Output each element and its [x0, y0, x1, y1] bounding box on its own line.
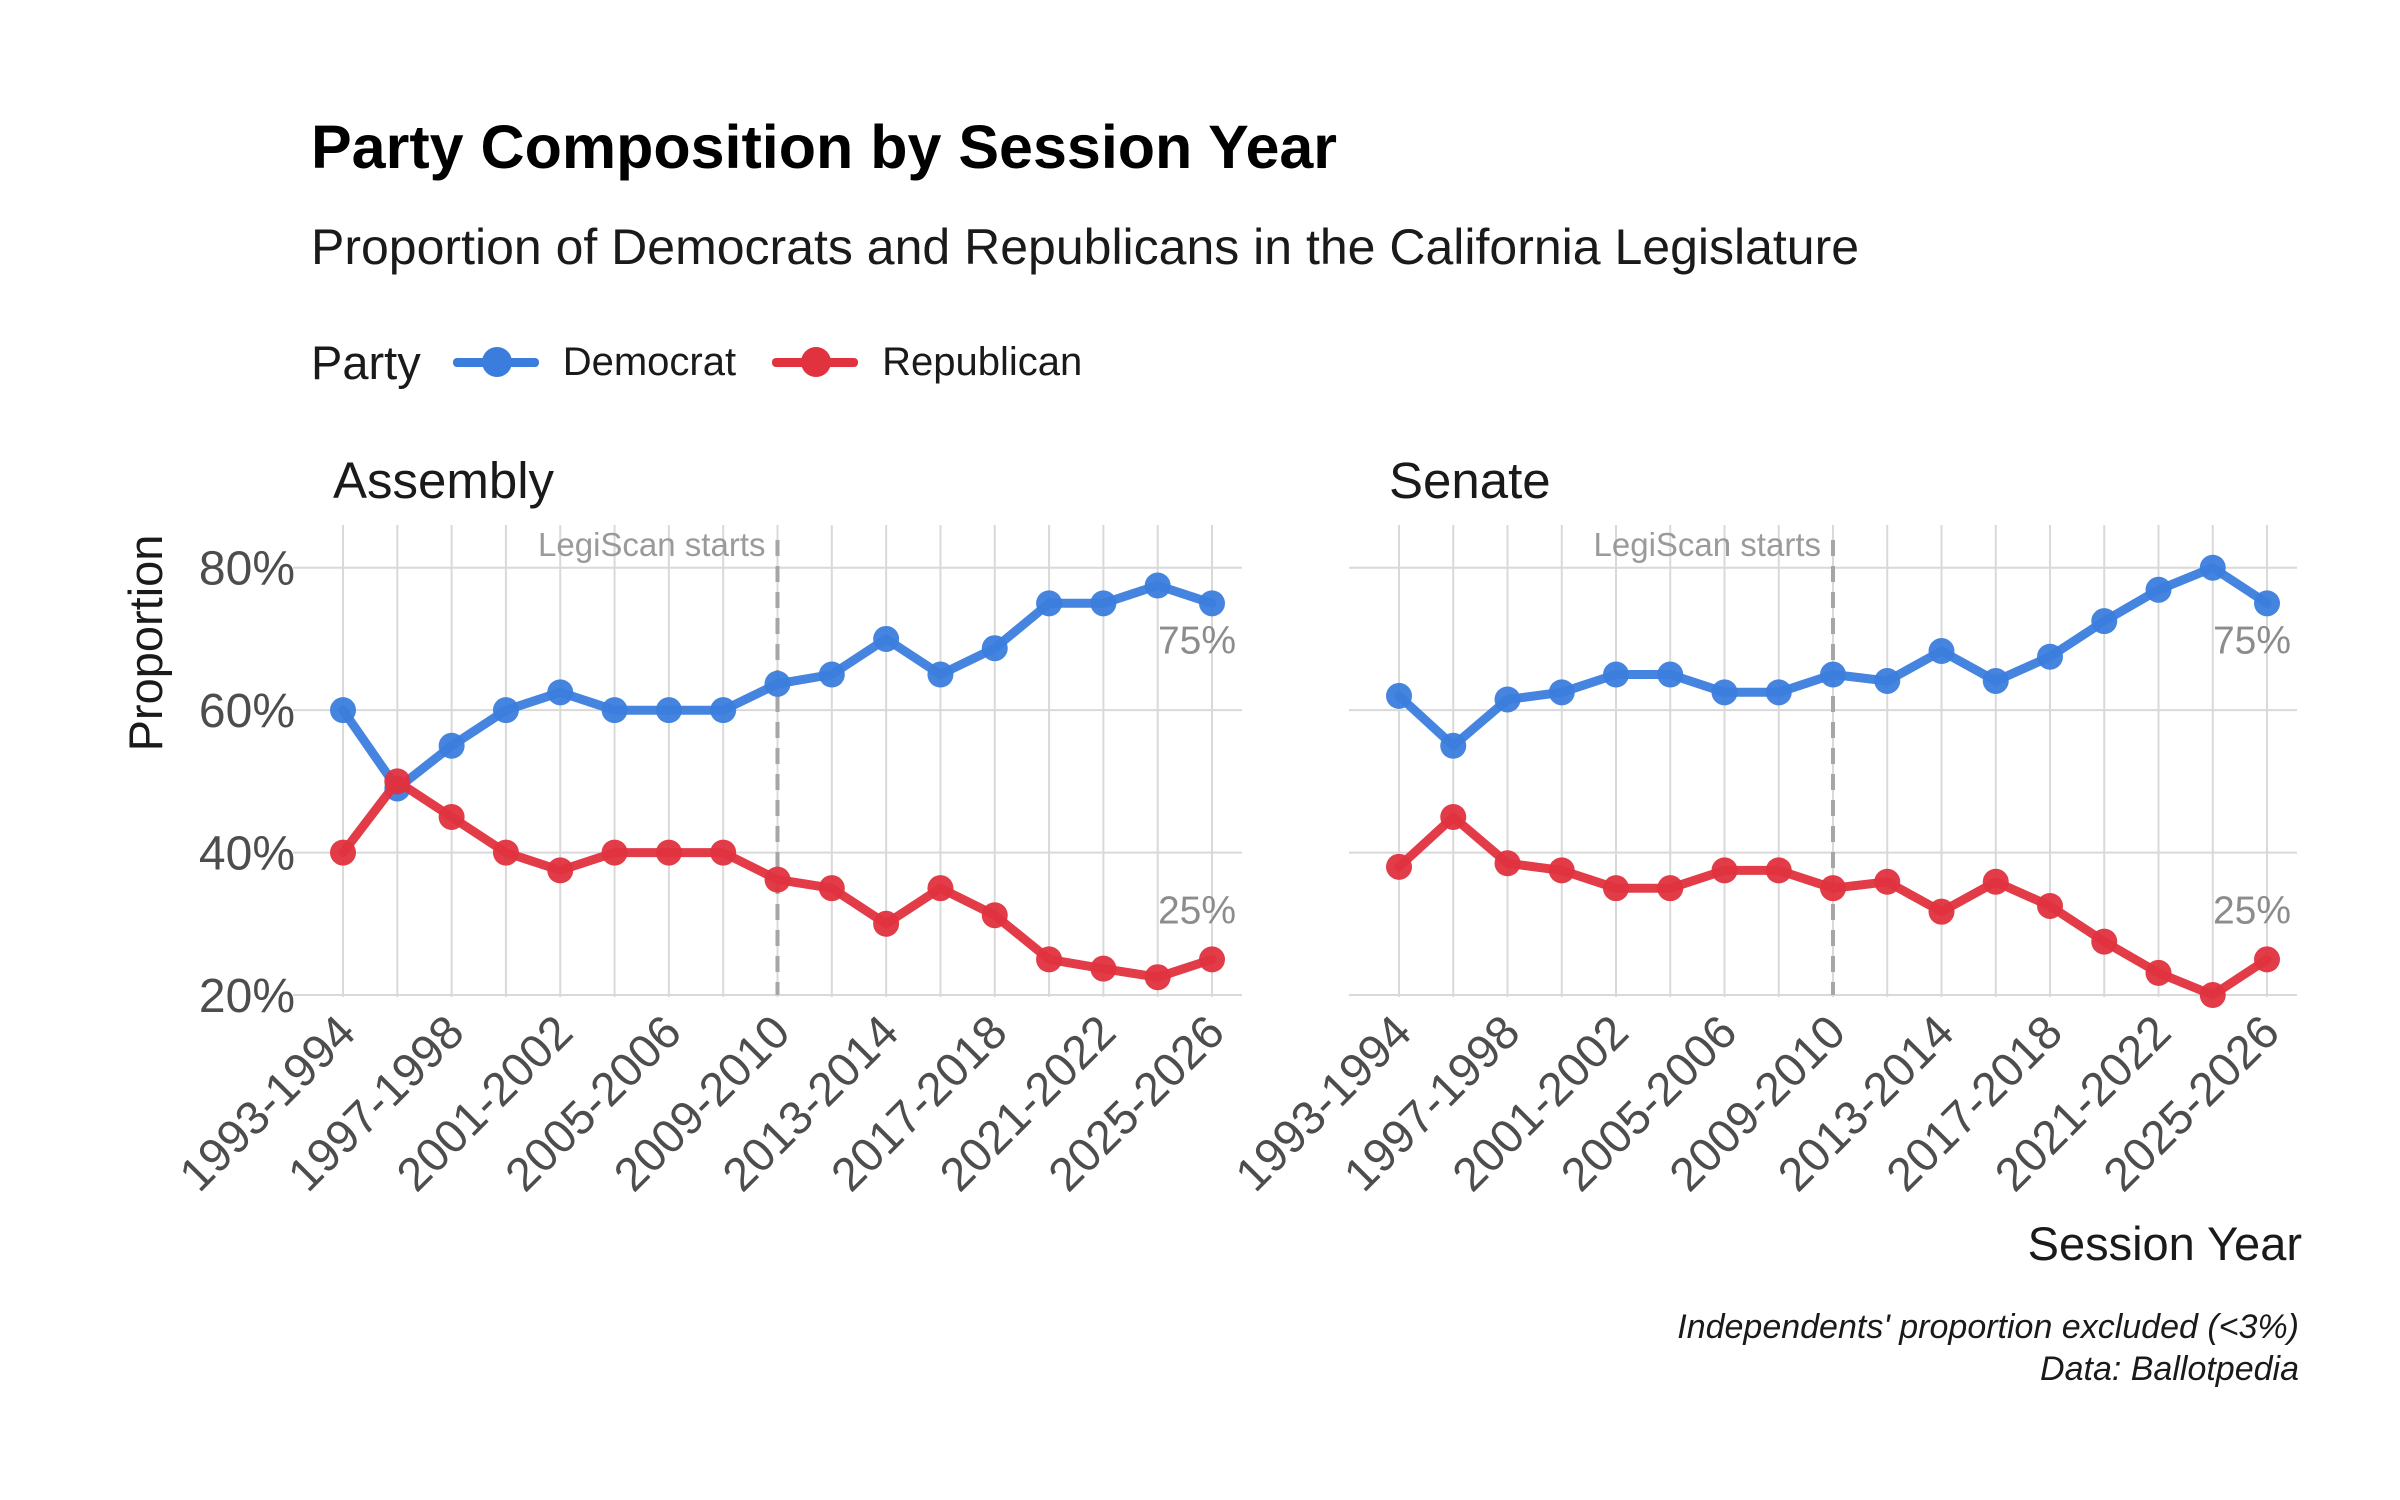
panel-assembly-point-democrat: [873, 625, 900, 652]
panel-assembly-point-republican: [981, 902, 1008, 929]
panel-senate-point-republican: [2091, 928, 2118, 955]
panel-senate-point-republican: [2037, 892, 2063, 919]
panel-assembly-point-republican: [547, 857, 574, 884]
legend-title: Party: [311, 335, 421, 389]
panel-senate-point-republican: [1386, 853, 1412, 880]
panel-senate-point-democrat: [1386, 682, 1412, 709]
y-tick-label: 80%: [199, 543, 295, 596]
panel-senate-point-democrat: [1874, 667, 1901, 694]
panel-assembly-point-democrat: [764, 670, 791, 697]
panel-assembly-point-republican: [1036, 946, 1063, 973]
x-axis-title: Session Year: [2028, 1217, 2302, 1270]
panel-senate-point-republican: [2145, 959, 2172, 986]
panel-assembly-point-republican: [655, 839, 682, 866]
panel-assembly-point-republican: [330, 839, 356, 866]
panel-senate-point-republican: [1711, 857, 1738, 884]
panel-senate-point-republican: [2199, 982, 2226, 1008]
panel-senate-point-republican: [1548, 857, 1575, 884]
panel-assembly-point-republican: [1090, 955, 1117, 982]
panel-assembly-point-democrat: [655, 697, 682, 724]
panel-assembly-point-democrat: [601, 697, 628, 724]
panel-assembly-end-label-republican: 25%: [1158, 889, 1236, 932]
legend-key-democrat: [452, 332, 539, 392]
panel-assembly-point-republican: [764, 866, 791, 893]
panel-assembly-title: Assembly: [333, 452, 555, 509]
panel-senate-point-republican: [1982, 868, 2009, 895]
panel-senate-point-democrat: [1928, 638, 1955, 665]
panel-senate-point-democrat: [1765, 679, 1792, 706]
caption-source: Data: Ballotpedia: [2040, 1350, 2299, 1388]
panel-senate-point-democrat: [2199, 554, 2226, 581]
panel-senate-point-republican: [1494, 850, 1521, 877]
panel-assembly-end-label-democrat: 75%: [1158, 619, 1236, 662]
panel-assembly-point-democrat: [438, 732, 465, 759]
panel-senate-point-republican: [1657, 875, 1684, 902]
panel-senate-point-democrat: [2145, 576, 2172, 603]
panel-assembly-point-democrat: [330, 697, 356, 724]
caption: Independents' proportion excluded (<3%) …: [1677, 1306, 2299, 1390]
y-tick-label: 20%: [199, 970, 295, 1023]
panel-assembly-point-democrat: [1199, 590, 1225, 617]
legend: Party Democrat Republican: [311, 332, 1118, 392]
panel-senate-point-republican: [1874, 868, 1901, 895]
panel-assembly-point-republican: [818, 875, 845, 902]
panel-senate-point-republican: [1440, 803, 1467, 830]
panel-senate-end-label-republican: 25%: [2213, 889, 2291, 932]
panel-assembly-point-republican: [1144, 964, 1171, 991]
panel-senate-point-democrat: [1820, 661, 1846, 688]
panel-senate-end-label-democrat: 75%: [2213, 619, 2291, 662]
panel-senate-point-democrat: [1711, 679, 1738, 706]
chart-title: Party Composition by Session Year: [311, 113, 1338, 181]
panel-assembly-point-democrat: [927, 661, 954, 688]
panel-assembly-point-republican: [384, 768, 411, 795]
panel-senate-point-democrat: [2091, 608, 2118, 635]
panel-senate-legiscan-label: LegiScan starts: [1594, 526, 1821, 563]
panel-assembly-point-republican: [873, 910, 900, 937]
chart-subtitle: Proportion of Democrats and Republicans …: [311, 219, 1860, 275]
panel-assembly-point-democrat: [1090, 590, 1117, 617]
legend-key-republican: [772, 332, 859, 392]
legend-label-republican: Republican: [882, 339, 1083, 384]
panel-senate-point-republican: [2254, 946, 2280, 973]
panel-assembly-point-republican: [601, 839, 628, 866]
panel-assembly-point-democrat: [547, 679, 574, 706]
panel-assembly-point-republican: [710, 839, 737, 866]
panel-senate-point-democrat: [1982, 667, 2009, 694]
panel-senate-title: Senate: [1389, 452, 1551, 509]
panel-assembly-point-democrat: [981, 635, 1008, 662]
panel-senate-point-republican: [1820, 875, 1846, 902]
panel-assembly-point-democrat: [492, 697, 519, 724]
panel-assembly-point-republican: [927, 875, 954, 902]
panel-assembly-point-republican: [1199, 946, 1225, 973]
panel-senate-point-democrat: [1548, 679, 1575, 706]
y-axis-title: Proportion: [119, 535, 172, 752]
panel-assembly-point-democrat: [818, 661, 845, 688]
panel-assembly-point-democrat: [1144, 572, 1171, 599]
panel-senate-point-republican: [1603, 875, 1629, 902]
panel-assembly-point-republican: [492, 839, 519, 866]
legend-label-democrat: Democrat: [562, 339, 737, 384]
panel-senate-point-democrat: [1603, 661, 1629, 688]
caption-note: Independents' proportion excluded (<3%): [1677, 1308, 2299, 1346]
panel-senate-point-democrat: [1440, 732, 1467, 759]
y-tick-label: 40%: [199, 828, 295, 881]
panel-assembly-point-republican: [438, 803, 465, 830]
panel-senate-point-democrat: [2254, 590, 2280, 617]
y-tick-label: 60%: [199, 685, 295, 738]
panel-senate-point-republican: [1928, 898, 1955, 925]
panel-senate-point-democrat: [1657, 661, 1684, 688]
panel-senate-point-democrat: [2037, 643, 2063, 670]
panel-assembly-point-democrat: [710, 697, 737, 724]
panel-assembly-point-democrat: [1036, 590, 1063, 617]
panel-senate-point-republican: [1765, 857, 1792, 884]
panel-senate-point-democrat: [1494, 686, 1521, 713]
panel-assembly-legiscan-label: LegiScan starts: [538, 526, 765, 563]
